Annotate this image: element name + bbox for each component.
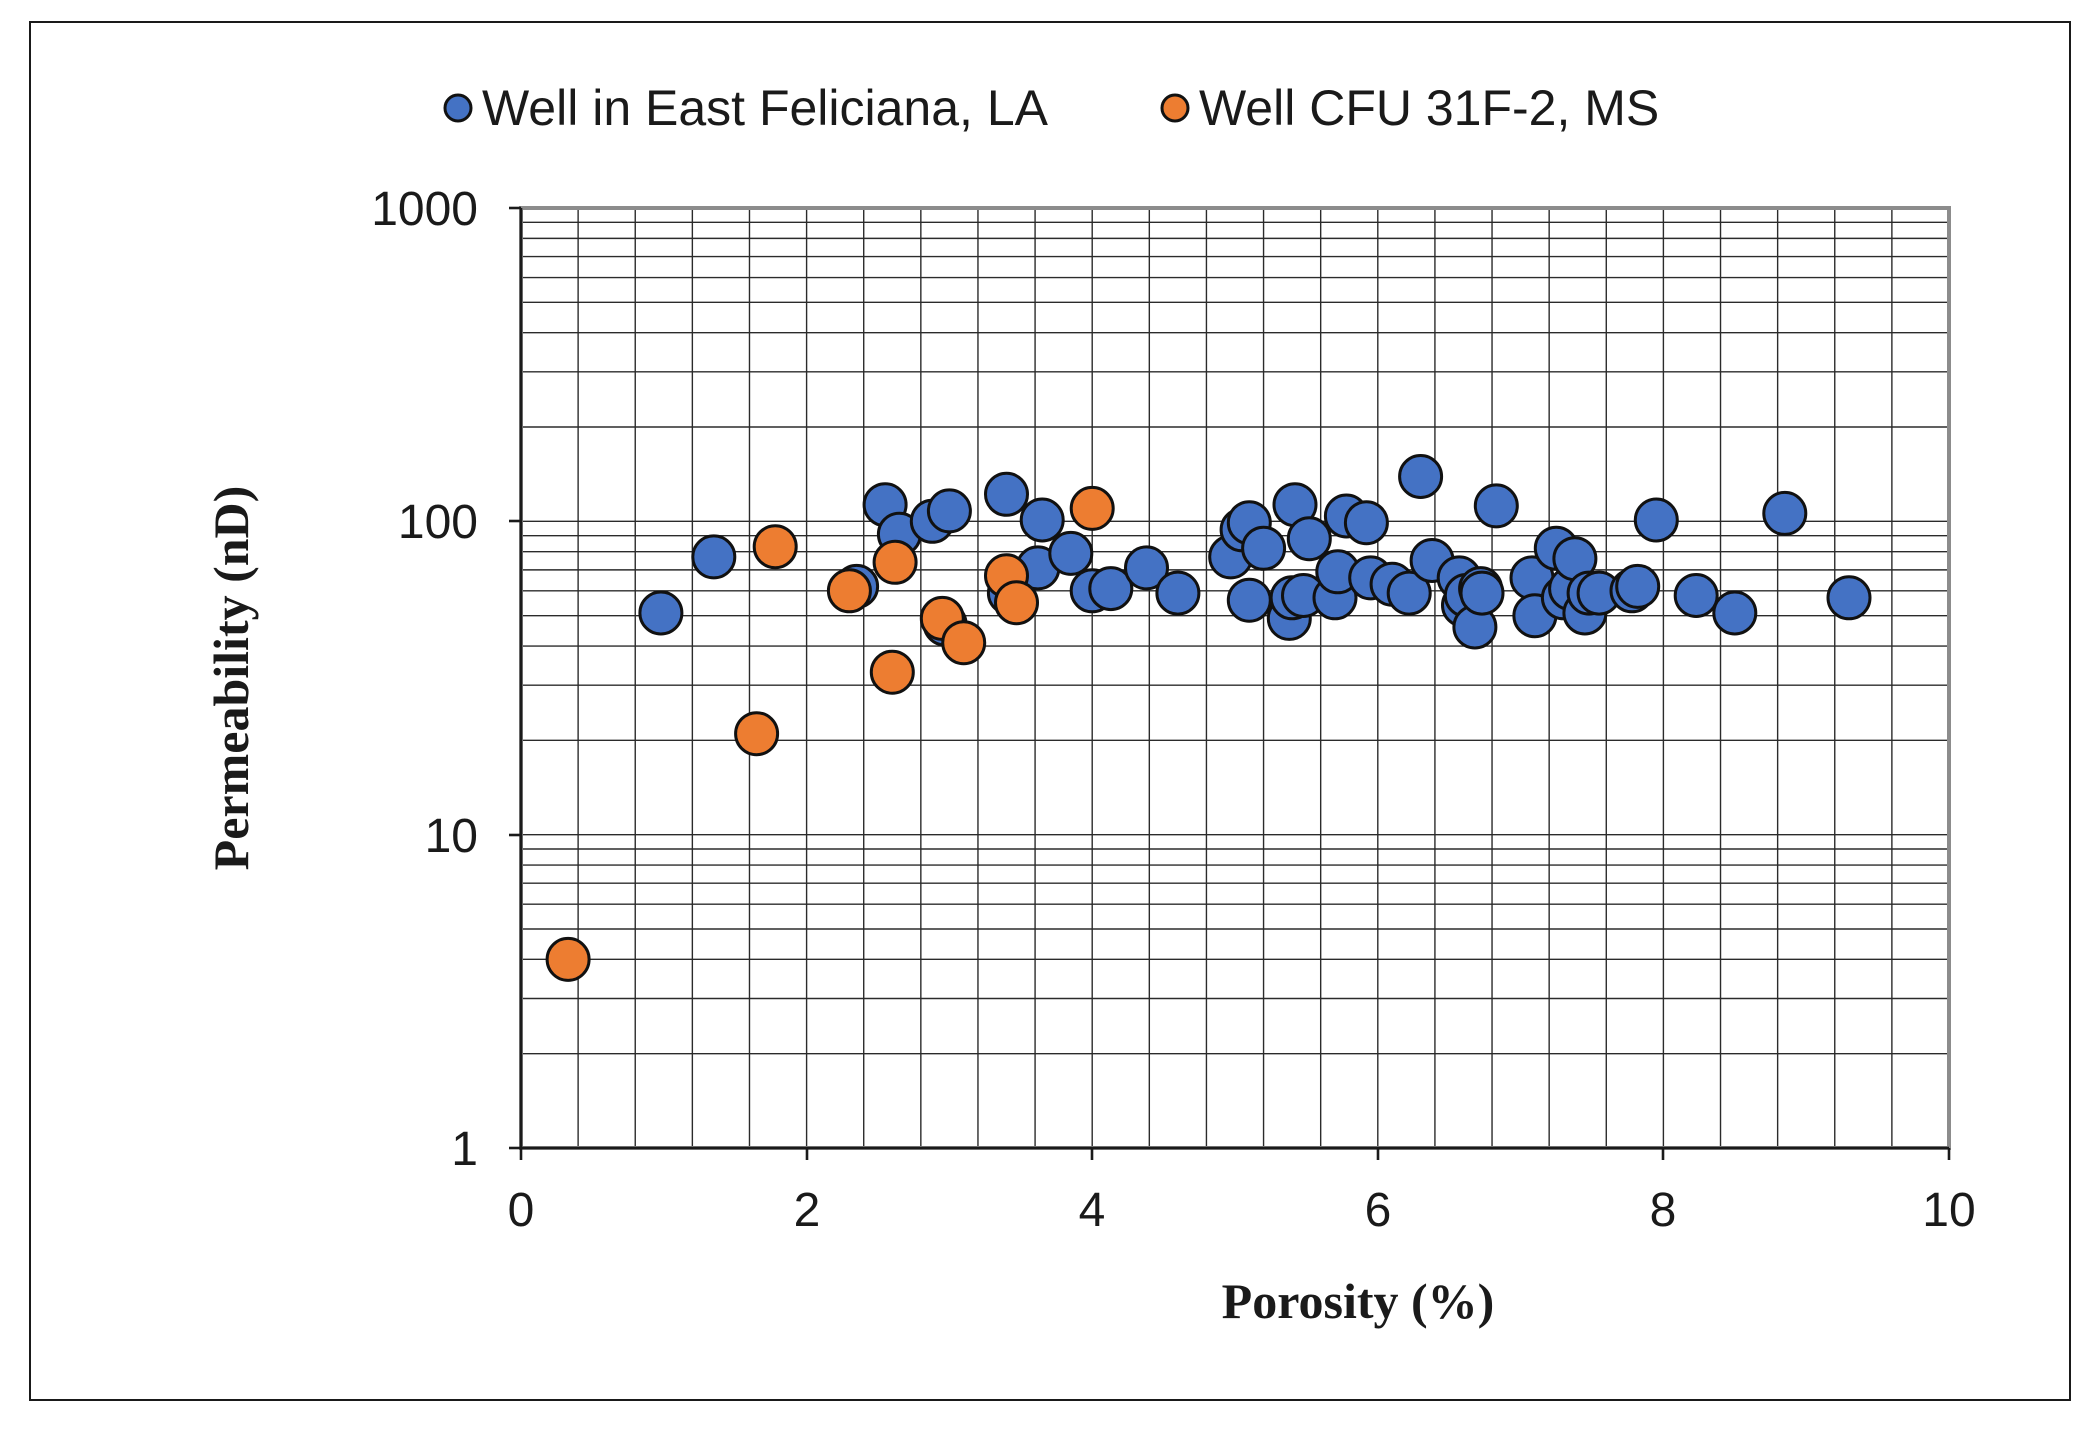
data-point <box>872 539 918 585</box>
data-point <box>752 524 798 570</box>
data-point <box>941 620 987 666</box>
x-tick-label-10: 10 <box>1922 1184 1975 1237</box>
data-point <box>1459 570 1505 616</box>
data-point <box>1386 570 1432 616</box>
data-point <box>826 568 872 614</box>
data-point <box>1069 485 1115 531</box>
y-tick-label-1: 1 <box>451 1123 478 1176</box>
data-point <box>926 488 972 534</box>
data-point <box>994 580 1039 626</box>
data-point <box>869 649 915 695</box>
data-point <box>1712 590 1758 636</box>
data-point <box>1826 575 1872 621</box>
data-points <box>545 454 1872 982</box>
x-grid-lines <box>577 208 1893 1148</box>
data-point <box>1241 525 1287 571</box>
data-point <box>1088 566 1134 612</box>
data-point <box>638 590 684 636</box>
x-tick-label-2: 2 <box>794 1184 821 1237</box>
data-point <box>984 471 1029 517</box>
data-point <box>1343 500 1389 546</box>
y-tick-label-1000: 1000 <box>371 183 478 236</box>
data-point <box>1019 497 1065 543</box>
data-point <box>1633 497 1679 543</box>
data-point <box>1124 545 1169 591</box>
data-point <box>1398 454 1444 499</box>
data-point <box>1155 570 1201 616</box>
series-cfu-31f-2 <box>545 485 1115 982</box>
legend: Well in East Feliciana, LA Well CFU 31F-… <box>443 80 1659 136</box>
data-point <box>734 711 780 757</box>
data-point <box>1673 573 1719 618</box>
legend-marker-east-feliciana <box>443 93 473 123</box>
y-tick-label-100: 100 <box>398 496 478 549</box>
y-axis-ticks: 1 10 100 1000 <box>371 183 521 1176</box>
data-point <box>1226 577 1272 623</box>
data-point <box>545 936 591 982</box>
data-point <box>1762 490 1808 536</box>
data-point <box>1286 516 1332 562</box>
plot-area <box>519 206 1951 1150</box>
x-tick-label-6: 6 <box>1365 1184 1392 1237</box>
x-tick-label-0: 0 <box>508 1184 535 1237</box>
x-axis-ticks: 0 2 4 6 8 10 <box>508 1148 1976 1237</box>
x-tick-label-4: 4 <box>1079 1184 1106 1237</box>
plot-background <box>521 208 1949 1148</box>
y-axis-title: Permeability (nD) <box>203 486 259 871</box>
data-point <box>691 534 737 580</box>
data-point <box>1048 530 1094 576</box>
legend-label-east-feliciana: Well in East Feliciana, LA <box>482 80 1049 136</box>
data-point <box>1615 563 1661 609</box>
x-axis-title: Porosity (%) <box>1222 1273 1495 1329</box>
data-point <box>1473 483 1519 529</box>
x-tick-label-8: 8 <box>1650 1184 1677 1237</box>
y-tick-label-10: 10 <box>425 810 478 863</box>
legend-marker-cfu-31f-2 <box>1160 93 1190 123</box>
legend-label-cfu-31f-2: Well CFU 31F-2, MS <box>1199 80 1659 136</box>
